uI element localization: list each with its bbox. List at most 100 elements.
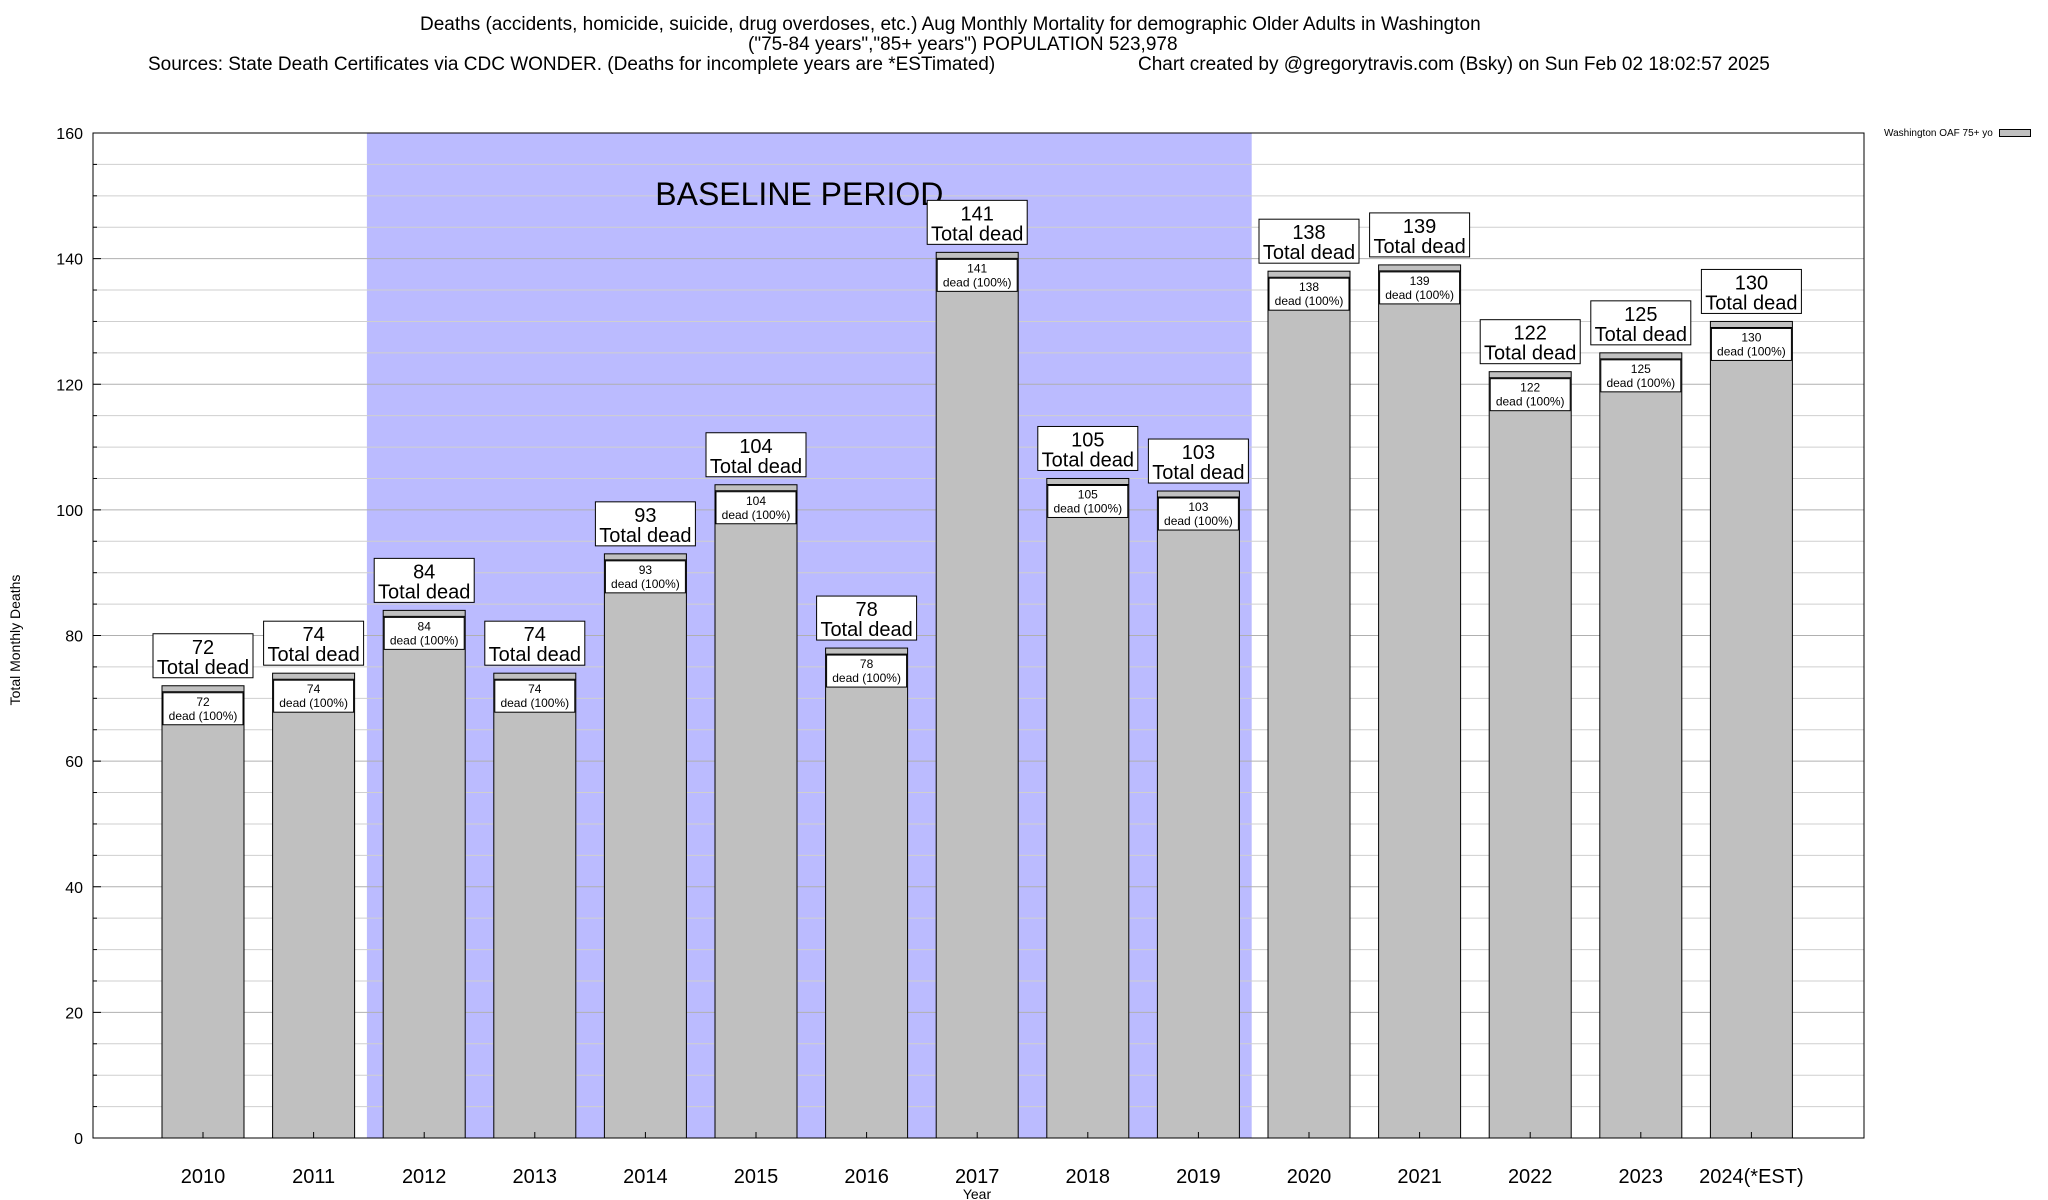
x-tick-label: 2021 [1397,1166,1442,1188]
bar [272,672,356,1139]
bar-inner-value: 84 [418,619,432,633]
bar [161,685,245,1139]
y-tick-label: 160 [56,126,83,143]
total-label-box [1037,425,1139,471]
bar [603,553,687,1139]
bar-total-label: Total dead [1595,324,1687,346]
baseline-period-label: BASELINE PERIOD [655,176,943,212]
inner-label-box [1600,359,1682,393]
bar-inner-label: dead (100%) [1606,376,1675,390]
bar-total-label: Total dead [1484,343,1576,365]
total-label-box [1590,300,1692,346]
bar [1378,264,1462,1139]
bar-total-label: Total dead [710,456,802,478]
x-tick-label: 2013 [513,1166,558,1188]
bar [825,647,909,1139]
x-tick-label: 2023 [1619,1166,1664,1188]
x-tick-label: 2024(*EST) [1699,1166,1804,1188]
y-tick-label: 140 [56,252,83,269]
inner-label-box [1268,277,1350,311]
bar-inner-value: 74 [528,682,542,696]
inner-label-box [1157,497,1239,531]
bar [1267,270,1351,1139]
x-tick-label: 2018 [1066,1166,1111,1188]
bar-total-value: 104 [739,436,772,458]
x-tick-label: 2019 [1176,1166,1221,1188]
legend-swatch [1998,129,2031,138]
inner-label-box [494,679,576,713]
total-label-box [705,432,807,478]
chart-legend: Washington OAF 75+ yo [1884,128,2031,139]
x-tick-label: 2016 [844,1166,889,1188]
bar-inner-label: dead (100%) [1496,395,1565,409]
bar-inner-label: dead (100%) [832,671,901,685]
bar-inner-value: 122 [1520,381,1540,395]
x-tick-label: 2017 [955,1166,1000,1188]
total-label-box [926,199,1028,245]
bar [1488,371,1572,1139]
bar-inner-label: dead (100%) [390,633,459,647]
total-label-box [816,595,918,641]
total-label-box [152,633,254,679]
bar [493,672,577,1139]
chart-source: Sources: State Death Certificates via CD… [148,54,996,75]
bar-inner-label: dead (100%) [611,577,680,591]
total-label-box [263,620,365,666]
bar-total-value: 138 [1292,222,1325,244]
bar-total-label: Total dead [267,644,359,666]
bar-total-label: Total dead [931,223,1023,245]
bar-inner-label: dead (100%) [500,696,569,710]
bar-total-label: Total dead [1042,449,1134,471]
bar [1046,477,1130,1139]
x-tick-label: 2022 [1508,1166,1553,1188]
bar-total-label: Total dead [489,644,581,666]
y-tick-label: 100 [56,503,83,520]
bar-inner-value: 130 [1741,330,1761,344]
chart-subtitle: ("75-84 years","85+ years") POPULATION 5… [748,34,1178,55]
bar-inner-value: 78 [860,657,874,671]
plot-border [92,132,1865,1139]
bar-inner-value: 139 [1410,274,1430,288]
y-tick-label: 20 [65,1005,83,1022]
inner-label-box [1047,484,1129,518]
bar-total-value: 103 [1182,442,1215,464]
inner-label-box [383,616,465,650]
bar-inner-value: 74 [307,682,321,696]
y-tick-label: 0 [74,1131,83,1148]
total-label-box [594,501,696,547]
bar-inner-label: dead (100%) [1717,344,1786,358]
bar-inner-label: dead (100%) [722,508,791,522]
bar-total-value: 141 [961,203,994,225]
bar-inner-value: 103 [1188,500,1208,514]
y-tick-label: 80 [65,629,83,646]
bar-total-value: 130 [1735,272,1768,294]
inner-label-box [1379,271,1461,305]
x-tick-label: 2014 [623,1166,668,1188]
bar-total-label: Total dead [599,525,691,547]
bar-total-value: 139 [1403,216,1436,238]
bar-total-label: Total dead [1373,236,1465,258]
total-label-box [1369,212,1471,258]
bar-inner-label: dead (100%) [1053,501,1122,515]
bar-inner-value: 104 [746,494,766,508]
bar-total-label: Total dead [1263,242,1355,264]
bar-inner-label: dead (100%) [943,275,1012,289]
total-label-box [1258,218,1360,264]
bar-total-value: 84 [413,561,435,583]
bar-inner-value: 105 [1078,487,1098,501]
bar-inner-value: 138 [1299,280,1319,294]
inner-label-box [273,679,355,713]
y-tick-label: 60 [65,754,83,771]
inner-label-box [715,491,797,525]
bar [714,484,798,1139]
bar [1156,490,1240,1139]
inner-label-box [936,258,1018,292]
y-tick-label: 40 [65,880,83,897]
bar-total-label: Total dead [378,581,470,603]
bar-total-value: 74 [524,624,546,646]
x-tick-label: 2012 [402,1166,447,1188]
total-label-box [1147,438,1249,484]
bar-total-value: 72 [192,637,214,659]
bar-total-value: 105 [1071,429,1104,451]
